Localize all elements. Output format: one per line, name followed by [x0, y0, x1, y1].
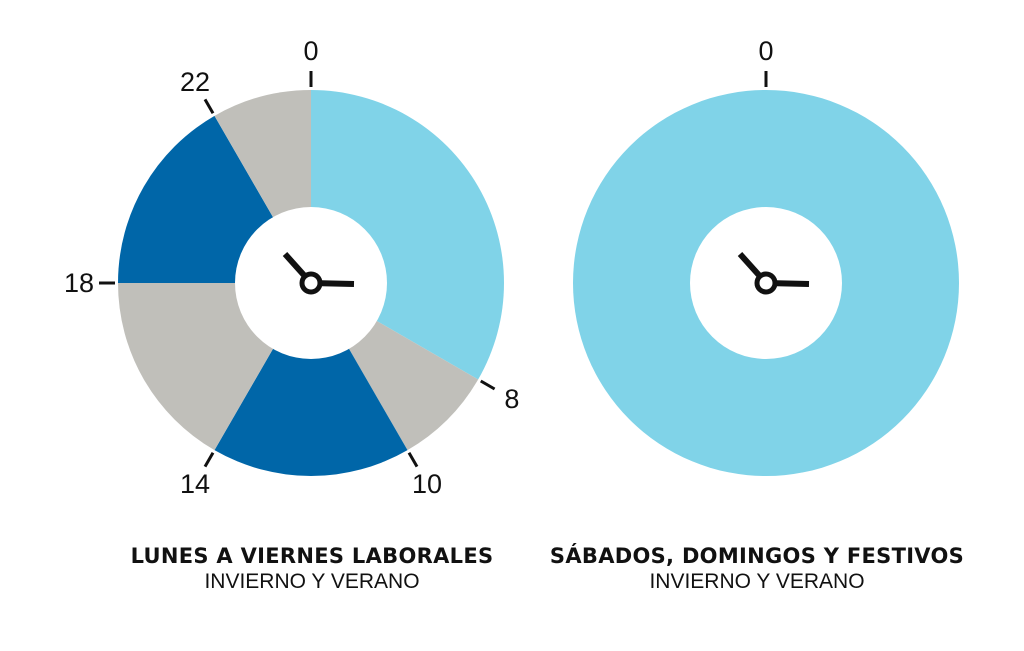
weekday-tick-label-1: 8 [504, 384, 519, 414]
weekday-tick-label-0: 0 [303, 36, 318, 66]
weekend-subtitle: INVIERNO Y VERANO [649, 570, 865, 593]
weekday-tick-label-3: 14 [180, 469, 210, 499]
weekend-caption: SÁBADOS, DOMINGOS Y FESTIVOS INVIERNO Y … [517, 543, 997, 595]
weekday-title: LUNES A VIERNES LABORALES [130, 544, 494, 568]
weekday-tick-5 [203, 98, 215, 115]
weekday-pivot-icon [299, 271, 323, 295]
weekday-tick-1 [479, 379, 496, 391]
weekday-subtitle: INVIERNO Y VERANO [204, 570, 420, 593]
weekday-tick-3 [203, 451, 215, 468]
weekday-tick-label-4: 18 [64, 268, 94, 298]
weekend-pivot-icon [754, 271, 778, 295]
weekday-tick-label-2: 10 [412, 469, 442, 499]
weekday-tick-label-5: 22 [180, 67, 210, 97]
weekday-tick-2 [407, 451, 419, 468]
weekend-tick-label-0: 0 [758, 36, 773, 66]
weekday-caption: LUNES A VIERNES LABORALES INVIERNO Y VER… [72, 543, 552, 595]
weekday-segment-2 [214, 283, 408, 476]
weekend-title: SÁBADOS, DOMINGOS Y FESTIVOS [549, 544, 965, 568]
